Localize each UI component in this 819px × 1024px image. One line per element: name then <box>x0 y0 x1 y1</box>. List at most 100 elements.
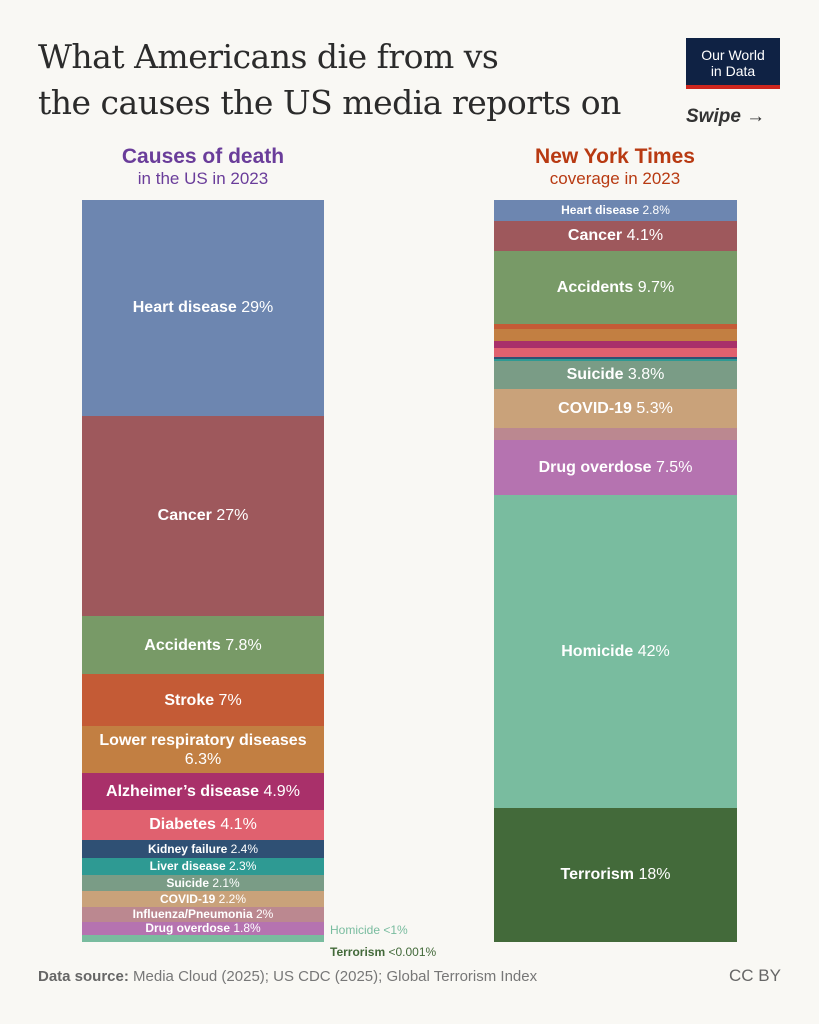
segment-label: Suicide 2.1% <box>166 876 239 890</box>
segment-name: Diabetes <box>149 816 216 834</box>
segment-label: Cancer 27% <box>158 506 249 525</box>
segment-value: 7.5% <box>651 458 693 476</box>
segment-name: Liver disease <box>149 859 226 874</box>
bar-segment-diabetes <box>494 348 737 358</box>
segment-label: Cancer 4.1% <box>568 226 663 245</box>
bar-segment-alzheimer-s-disease <box>494 340 737 349</box>
segment-name: Kidney failure <box>147 841 228 856</box>
segment-value: 2.2% <box>215 891 247 906</box>
segment-value: 2.3% <box>225 859 257 874</box>
bar-segment-heart-disease: Heart disease 29% <box>82 200 324 416</box>
segment-name: Cancer <box>567 227 623 245</box>
segment-value: 29% <box>236 299 274 317</box>
segment-name: Accidents <box>556 278 634 296</box>
external-label: Terrorism <0.001% <box>330 945 436 959</box>
segment-name: Drug overdose <box>145 921 230 936</box>
segment-value: 27% <box>211 507 249 525</box>
segment-name: Influenza/Pneumonia <box>132 907 253 922</box>
left-chart-title: Causes of death <box>121 145 285 168</box>
segment-name: COVID-19 <box>558 400 632 418</box>
bar-segment-drug-overdose: Drug overdose 7.5% <box>494 439 737 496</box>
bar-segment-lower-respiratory-diseases: Lower respiratory diseases 6.3% <box>82 726 324 774</box>
segment-label: Influenza/Pneumonia 2% <box>133 907 274 921</box>
segment-name: Terrorism <box>560 866 635 884</box>
bar-segment-terrorism: Terrorism 18% <box>494 808 737 942</box>
segment-value: 2% <box>252 907 274 922</box>
title-line-2: the causes the US media reports on <box>38 83 621 122</box>
bar-segment-heart-disease: Heart disease 2.8% <box>494 200 737 221</box>
segment-name: Alzheimer’s disease <box>106 782 260 800</box>
segment-label: Diabetes 4.1% <box>149 815 257 834</box>
bar-segment-cancer: Cancer 27% <box>82 415 324 617</box>
segment-name: Suicide <box>566 366 624 384</box>
left-chart-subtitle: in the US in 2023 <box>137 169 269 188</box>
segment-name: Lower respiratory diseases <box>99 731 307 749</box>
right-chart-title: New York Times <box>535 145 695 168</box>
segment-value: <0.001% <box>388 944 437 959</box>
segment-value: 4.1% <box>622 227 664 245</box>
segment-label: Lower respiratory diseases 6.3% <box>82 731 324 769</box>
segment-label: Liver disease 2.3% <box>150 859 257 873</box>
segment-value: 5.3% <box>631 400 673 418</box>
segment-label: Kidney failure 2.4% <box>148 842 258 856</box>
nyt-stacked-bar: Heart disease 2.8% Cancer 4.1% Accidents 9… <box>494 200 737 942</box>
segment-label: Accidents 7.8% <box>144 636 261 655</box>
segment-label: Drug overdose 7.5% <box>539 458 693 477</box>
segment-value: 42% <box>633 643 670 661</box>
right-chart-heading: New York Times coverage in 2023 <box>465 145 765 189</box>
bar-segment-liver-disease <box>494 358 737 361</box>
bar-segment-accidents: Accidents 9.7% <box>494 251 737 324</box>
segment-value: 7.8% <box>220 636 262 654</box>
segment-value: 2.1% <box>209 875 240 890</box>
segment-label: Homicide 42% <box>561 642 669 661</box>
segment-value: 9.7% <box>633 278 675 296</box>
segment-value: 6.3% <box>184 750 222 768</box>
bar-segment-cancer: Cancer 4.1% <box>494 220 737 252</box>
segment-name: Stroke <box>164 691 215 709</box>
data-source: Data source: Media Cloud (2025); US CDC … <box>38 968 537 985</box>
segment-name: COVID-19 <box>159 891 216 906</box>
bar-segment-covid-19: COVID-19 2.2% <box>82 890 324 908</box>
segment-name: Heart disease <box>132 299 237 317</box>
bar-segment-liver-disease: Liver disease 2.3% <box>82 857 324 876</box>
bar-segment-homicide <box>82 935 324 942</box>
bar-segment-stroke <box>494 323 737 330</box>
segment-value: 2.4% <box>227 841 259 856</box>
deaths-stacked-bar: Heart disease 29% Cancer 27% Accidents 7.8… <box>82 200 324 942</box>
segment-value: 3.8% <box>623 366 665 384</box>
bar-segment-alzheimer-s-disease: Alzheimer’s disease 4.9% <box>82 773 324 810</box>
bar-segment-suicide: Suicide 2.1% <box>82 875 324 891</box>
segment-label: COVID-19 2.2% <box>160 892 246 906</box>
segment-value: 1.8% <box>230 921 261 936</box>
segment-value: 7% <box>214 691 242 709</box>
segment-value: 4.1% <box>215 816 257 834</box>
segment-value: 2.8% <box>639 203 670 218</box>
segment-name: Suicide <box>166 875 209 890</box>
external-label: Homicide <1% <box>330 923 408 937</box>
bar-segment-drug-overdose: Drug overdose 1.8% <box>82 921 324 935</box>
segment-label: Alzheimer’s disease 4.9% <box>106 782 300 801</box>
bar-segment-kidney-failure <box>494 357 737 359</box>
segment-label: COVID-19 5.3% <box>558 399 673 418</box>
segment-name: Cancer <box>157 507 212 525</box>
segment-label: Drug overdose 1.8% <box>145 921 260 935</box>
swipe-hint[interactable]: Swipe → <box>686 106 766 127</box>
segment-name: Homicide <box>330 923 384 938</box>
right-chart-subtitle: coverage in 2023 <box>549 169 681 188</box>
segment-name: Heart disease <box>561 203 640 218</box>
bar-segment-accidents: Accidents 7.8% <box>82 616 324 675</box>
license: CC BY <box>729 966 781 985</box>
segment-name: Accidents <box>144 636 221 654</box>
segment-label: Heart disease 29% <box>133 298 274 317</box>
owid-logo[interactable]: Our World in Data <box>686 38 780 89</box>
logo-line-1: Our World <box>701 47 765 63</box>
title-line-1: What Americans die from vs <box>38 37 499 76</box>
segment-value: <1% <box>383 923 408 938</box>
segment-label: Terrorism 18% <box>561 865 671 884</box>
bar-segment-stroke: Stroke 7% <box>82 674 324 727</box>
segment-name: Terrorism <box>330 944 389 959</box>
logo-line-2: in Data <box>710 63 756 79</box>
bar-segment-kidney-failure: Kidney failure 2.4% <box>82 840 324 858</box>
segment-name: Drug overdose <box>538 458 652 476</box>
source-text: Media Cloud (2025); US CDC (2025); Globa… <box>128 968 538 985</box>
